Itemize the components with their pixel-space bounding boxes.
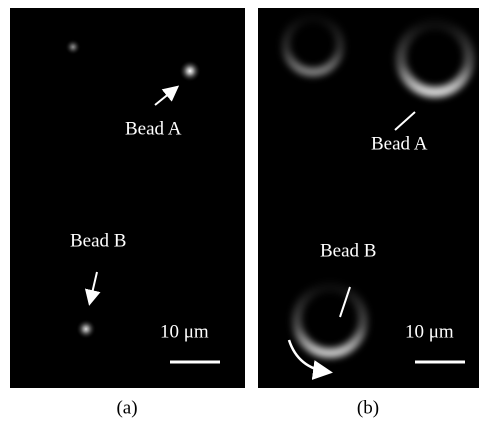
label: Bead A bbox=[125, 118, 182, 139]
image-background bbox=[10, 8, 245, 388]
panel-a: Bead A Bead B 10 μm bbox=[10, 8, 245, 388]
bead-spot bbox=[179, 60, 201, 82]
label: Bead A bbox=[371, 133, 428, 154]
label: Bead B bbox=[70, 230, 126, 251]
panel-b: Bead A Bead B 10 μm bbox=[258, 8, 479, 388]
caption: (a) bbox=[116, 397, 137, 418]
figure: Bead A Bead B 10 μm Bead A Bead B 10 μm … bbox=[0, 0, 483, 423]
label: Bead B bbox=[320, 240, 376, 261]
bead-spot bbox=[76, 319, 96, 339]
scale-label: 10 μm bbox=[160, 321, 209, 342]
caption: (b) bbox=[357, 397, 379, 418]
scale-label: 10 μm bbox=[405, 321, 454, 342]
bead-spot bbox=[65, 39, 81, 55]
